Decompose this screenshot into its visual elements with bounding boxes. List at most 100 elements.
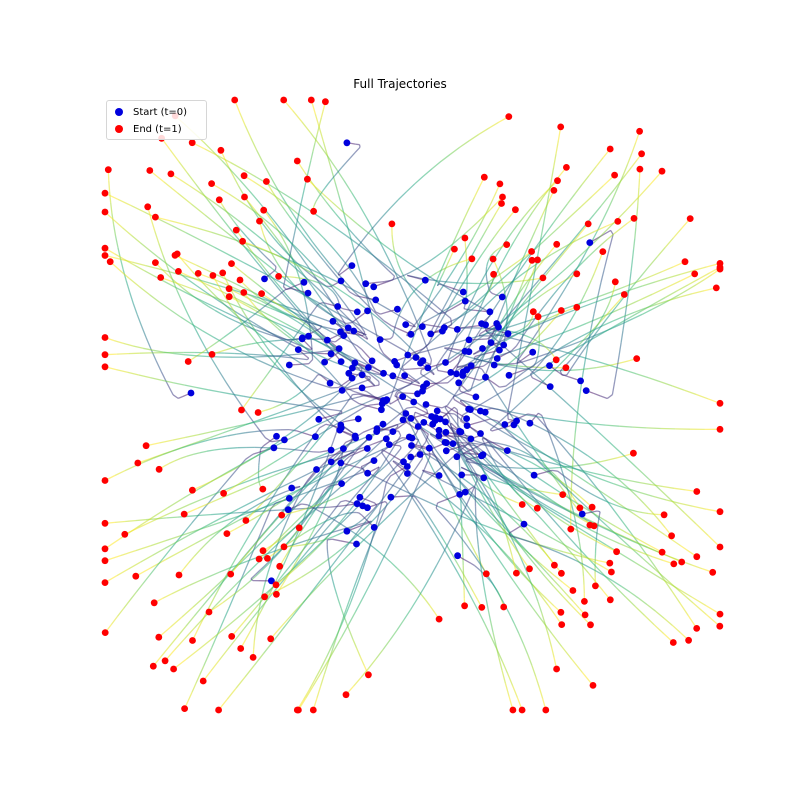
- trajectory-segment: [584, 287, 589, 295]
- trajectory-segment: [321, 458, 329, 467]
- trajectory-segment: [340, 613, 347, 625]
- trajectory-segment: [454, 228, 461, 240]
- trajectory-segment: [254, 469, 262, 475]
- trajectory-segment: [377, 550, 385, 557]
- trajectory-segment: [479, 329, 487, 335]
- trajectory-segment: [258, 333, 269, 342]
- trajectory-segment: [547, 604, 556, 615]
- trajectory-segment: [204, 301, 216, 308]
- trajectory-segment: [241, 552, 249, 561]
- trajectory-segment: [538, 232, 547, 244]
- trajectory-segment: [180, 179, 191, 187]
- trajectory-segment: [545, 571, 554, 580]
- start-point: [503, 447, 511, 454]
- trajectory-segment: [459, 505, 467, 519]
- trajectory-segment: [384, 264, 399, 276]
- trajectory-segment: [274, 322, 282, 329]
- trajectory-segment: [592, 329, 600, 338]
- trajectory-segment: [265, 297, 276, 304]
- trajectory-segment: [135, 545, 151, 552]
- trajectory-segment: [234, 423, 247, 428]
- trajectory-segment: [543, 463, 551, 472]
- trajectory-segment: [489, 255, 492, 258]
- trajectory-segment: [413, 276, 421, 279]
- trajectory-segment: [506, 429, 516, 440]
- trajectory-segment: [511, 345, 517, 352]
- trajectory-segment: [572, 236, 584, 244]
- trajectory-segment: [586, 527, 598, 535]
- trajectory-segment: [214, 340, 220, 345]
- trajectory-segment: [236, 284, 248, 290]
- trajectory-segment: [494, 553, 505, 568]
- trajectory-segment: [529, 201, 538, 210]
- trajectory-segment: [402, 476, 411, 487]
- trajectory-segment: [463, 354, 470, 358]
- trajectory-segment: [342, 353, 349, 360]
- trajectory-segment: [612, 445, 626, 457]
- trajectory-segment: [494, 288, 505, 297]
- start-point: [432, 414, 440, 421]
- trajectory-segment: [450, 296, 456, 305]
- trajectory-segment: [439, 280, 446, 283]
- trajectory-segment: [548, 472, 556, 478]
- trajectory-segment: [351, 532, 361, 541]
- trajectory-segment: [393, 324, 397, 331]
- trajectory-segment: [551, 471, 557, 477]
- trajectory-segment: [293, 486, 304, 494]
- trajectory-segment: [536, 193, 545, 203]
- trajectory-segment: [583, 489, 590, 494]
- start-point: [453, 370, 460, 378]
- trajectory-segment: [140, 325, 147, 338]
- trajectory-segment: [550, 466, 559, 469]
- trajectory-segment: [566, 319, 572, 327]
- start-point: [442, 447, 450, 455]
- trajectory-segment: [532, 377, 539, 382]
- trajectory-segment: [599, 290, 613, 298]
- trajectory-segment: [596, 365, 605, 369]
- trajectory-segment: [248, 298, 255, 307]
- trajectory-segment: [151, 507, 169, 519]
- trajectory-segment: [315, 470, 323, 478]
- trajectory-segment: [506, 322, 511, 329]
- trajectory-segment: [255, 256, 262, 264]
- trajectory-segment: [441, 404, 448, 409]
- trajectory-segment: [269, 274, 276, 282]
- trajectory-segment: [454, 517, 462, 531]
- trajectory-segment: [641, 551, 653, 558]
- trajectory-segment: [169, 460, 176, 464]
- trajectory-segment: [538, 358, 545, 365]
- trajectory-segment: [534, 364, 540, 370]
- trajectory-segment: [253, 632, 257, 641]
- trajectory-segment: [582, 576, 585, 585]
- trajectory-segment: [628, 310, 642, 319]
- trajectory-segment: [237, 301, 243, 310]
- trajectory-segment: [297, 206, 302, 217]
- trajectory-segment: [424, 510, 429, 515]
- trajectory-segment: [605, 500, 612, 504]
- trajectory-segment: [503, 566, 514, 581]
- trajectory-segment: [247, 318, 260, 327]
- trajectory-segment: [567, 375, 575, 380]
- trajectory-segment: [287, 332, 295, 339]
- trajectory-segment: [263, 429, 273, 432]
- trajectory-segment: [191, 513, 200, 524]
- trajectory-segment: [468, 583, 474, 592]
- trajectory-segment: [577, 412, 591, 425]
- start-point: [546, 383, 554, 390]
- trajectory-segment: [328, 517, 333, 521]
- trajectory-segment: [165, 550, 182, 561]
- trajectory-segment: [253, 353, 264, 356]
- trajectory-segment: [616, 317, 630, 326]
- trajectory-segment: [569, 355, 575, 362]
- trajectory-segment: [648, 570, 664, 581]
- trajectory-segment: [501, 281, 504, 287]
- trajectory-segment: [177, 396, 183, 399]
- trajectory-segment: [409, 377, 415, 382]
- trajectory-segment: [473, 549, 479, 559]
- trajectory-segment: [594, 561, 604, 568]
- trajectory-segment: [233, 290, 239, 294]
- trajectory-segment: [316, 271, 330, 279]
- trajectory-segment: [125, 280, 131, 293]
- trajectory-segment: [346, 397, 356, 401]
- trajectory-segment: [277, 328, 285, 335]
